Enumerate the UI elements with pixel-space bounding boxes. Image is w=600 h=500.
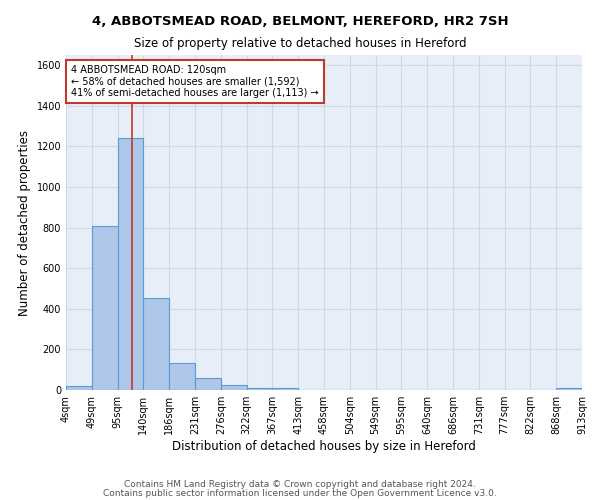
Bar (221, 385, 247, 390)
Bar (92, 226, 118, 390)
Text: Contains public sector information licensed under the Open Government Licence v3: Contains public sector information licen… (103, 488, 497, 498)
Y-axis label: Number of detached properties: Number of detached properties (18, 130, 31, 316)
Text: Contains HM Land Registry data © Crown copyright and database right 2024.: Contains HM Land Registry data © Crown c… (124, 480, 476, 489)
Bar (195, 378, 221, 390)
Bar (169, 362, 195, 390)
Bar (556, 388, 582, 390)
Bar (247, 388, 272, 390)
Text: 4, ABBOTSMEAD ROAD, BELMONT, HEREFORD, HR2 7SH: 4, ABBOTSMEAD ROAD, BELMONT, HEREFORD, H… (92, 15, 508, 28)
Bar (272, 388, 298, 390)
Bar (66, 386, 92, 390)
Bar (118, 138, 143, 390)
Text: 4 ABBOTSMEAD ROAD: 120sqm
← 58% of detached houses are smaller (1,592)
41% of se: 4 ABBOTSMEAD ROAD: 120sqm ← 58% of detac… (71, 65, 319, 98)
X-axis label: Distribution of detached houses by size in Hereford: Distribution of detached houses by size … (172, 440, 476, 453)
Bar (143, 298, 169, 390)
Text: Size of property relative to detached houses in Hereford: Size of property relative to detached ho… (134, 38, 466, 51)
